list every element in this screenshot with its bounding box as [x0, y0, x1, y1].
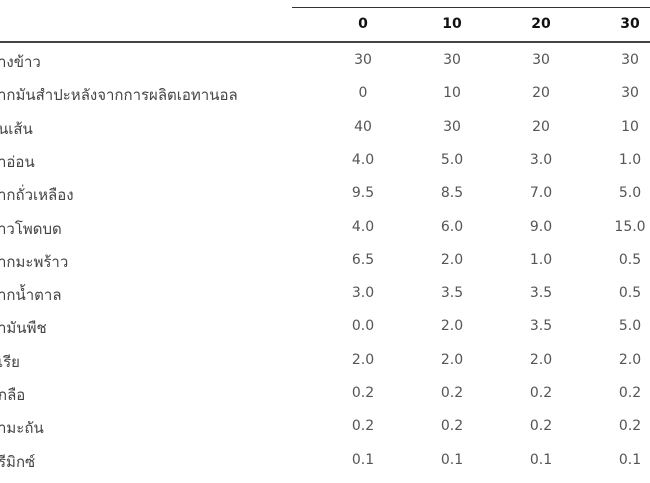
table-row: ำมันพืช 0.0 2.0 3.5 5.0 — [0, 316, 650, 349]
cell-value: 0.1 — [529, 451, 553, 468]
table-row: ากมันสำปะหลังจากการผลิตเอทานอล 0 10 20 30 — [0, 83, 650, 116]
cell-value: 30 — [443, 118, 461, 135]
row-label: ากน้ำตาล — [0, 286, 62, 305]
row-label: ำมันพืช — [0, 319, 47, 338]
table-row: าอ่อน 4.0 5.0 3.0 1.0 — [0, 150, 650, 183]
table-row: ามะถัน 0.2 0.2 0.2 0.2 — [0, 416, 650, 449]
cell-value: 1.0 — [618, 151, 642, 168]
cell-value: 30 — [621, 52, 639, 68]
cell-value: 3.5 — [529, 318, 553, 335]
cell-value: 0.2 — [618, 385, 642, 401]
cell-value: 2.0 — [440, 251, 464, 268]
column-header: 30 — [620, 16, 640, 32]
cell-value: 0.2 — [529, 418, 553, 435]
cell-value: 9.0 — [529, 218, 553, 235]
cell-value: 15.0 — [614, 218, 646, 235]
table-row: กลือ 0.2 0.2 0.2 0.2 — [0, 383, 650, 416]
cell-value: 4.0 — [351, 151, 375, 168]
table-row: นเส้น 40 30 20 10 — [0, 117, 650, 150]
cell-value: 0 — [358, 85, 368, 102]
cell-value: 10 — [443, 85, 461, 102]
cell-value: 0.5 — [618, 285, 642, 302]
row-label: กลือ — [0, 386, 26, 404]
cell-value: 30 — [621, 85, 639, 102]
cell-value: 6.5 — [351, 251, 375, 268]
cell-value: 0.1 — [440, 451, 464, 468]
column-header: 10 — [442, 16, 462, 32]
cell-value: 5.0 — [618, 185, 642, 202]
cell-value: 0.1 — [618, 451, 642, 468]
cell-value: 0.2 — [351, 385, 375, 401]
row-label: ากมะพร้าว — [0, 252, 69, 271]
row-label: ากมันสำปะหลังจากการผลิตเอทานอล — [0, 86, 238, 105]
cell-value: 8.5 — [440, 185, 464, 202]
row-label: างข้าว — [0, 53, 41, 71]
cell-value: 2.0 — [529, 351, 553, 368]
cell-value: 3.5 — [529, 285, 553, 302]
cell-value: 3.0 — [529, 151, 553, 168]
cell-value: 20 — [532, 118, 550, 135]
cell-value: 0.2 — [351, 418, 375, 435]
table-row: างข้าว 30 30 30 30 — [0, 50, 650, 83]
cell-value: 7.0 — [529, 185, 553, 202]
row-label: ามะถัน — [0, 419, 44, 438]
cell-value: 2.0 — [618, 351, 642, 368]
row-label: ากถั่วเหลือง — [0, 186, 74, 205]
column-header: 0 — [358, 16, 368, 32]
row-label: าอ่อน — [0, 152, 35, 171]
row-label: เรีย — [0, 352, 20, 371]
header-rule — [0, 41, 650, 43]
table-row: รีมิกซ์ 0.1 0.1 0.1 0.1 — [0, 450, 650, 483]
cell-value: 30 — [443, 52, 461, 68]
cell-value: 0.2 — [440, 385, 464, 401]
cell-value: 0.0 — [351, 318, 375, 335]
cell-value: 40 — [354, 118, 372, 135]
cell-value: 6.0 — [440, 218, 464, 235]
cell-value: 0.1 — [351, 451, 375, 468]
table-row: ากถั่วเหลือง 9.5 8.5 7.0 5.0 — [0, 183, 650, 216]
cell-value: 30 — [354, 52, 372, 68]
cell-value: 0.5 — [618, 251, 642, 268]
row-label: รีมิกซ์ — [0, 452, 36, 471]
cell-value: 30 — [532, 52, 550, 68]
table-row: าวโพดบด 4.0 6.0 9.0 15.0 — [0, 217, 650, 250]
table-top-rule — [292, 7, 650, 8]
table-row: ากมะพร้าว 6.5 2.0 1.0 0.5 — [0, 250, 650, 283]
cell-value: 3.0 — [351, 285, 375, 302]
cell-value: 4.0 — [351, 218, 375, 235]
cell-value: 5.0 — [440, 151, 464, 168]
cell-value: 2.0 — [351, 351, 375, 368]
cell-value: 2.0 — [440, 318, 464, 335]
cell-value: 5.0 — [618, 318, 642, 335]
column-header: 20 — [531, 16, 551, 32]
cell-value: 0.2 — [618, 418, 642, 435]
row-label: นเส้น — [0, 119, 33, 138]
row-label: าวโพดบด — [0, 219, 62, 238]
table-row: เรีย 2.0 2.0 2.0 2.0 — [0, 350, 650, 383]
cell-value: 0.2 — [440, 418, 464, 435]
table-row: ากน้ำตาล 3.0 3.5 3.5 0.5 — [0, 283, 650, 316]
cell-value: 0.2 — [529, 385, 553, 401]
cell-value: 1.0 — [529, 251, 553, 268]
cell-value: 9.5 — [351, 185, 375, 202]
cell-value: 20 — [532, 85, 550, 102]
cell-value: 3.5 — [440, 285, 464, 302]
cell-value: 2.0 — [440, 351, 464, 368]
cell-value: 10 — [621, 118, 639, 135]
